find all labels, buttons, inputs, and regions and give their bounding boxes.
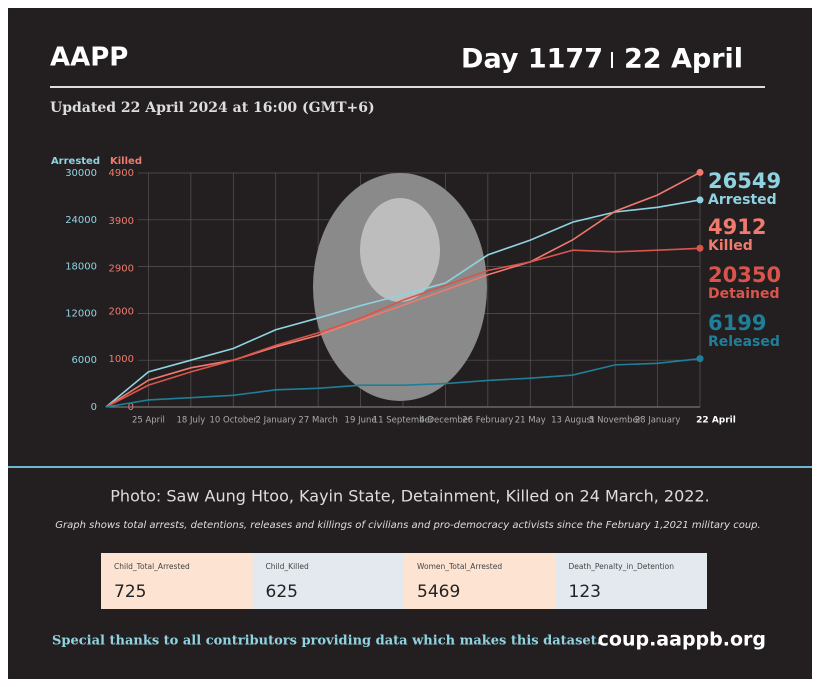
y2-tick-label: 2900 xyxy=(109,264,134,275)
end-series-label: Detained xyxy=(708,286,780,302)
stats: Child_Total_Arrested 725 Child_Killed 625 Wo… xyxy=(101,553,707,609)
y-tick-label: 18000 xyxy=(65,262,97,273)
end-value-label: 26549 xyxy=(708,169,781,193)
x-tick-label: 25 April xyxy=(132,416,165,426)
x-tick-label: 22 April xyxy=(696,416,736,426)
end-dot xyxy=(696,244,704,252)
brand: AAPP xyxy=(50,43,128,73)
y2-tick-label: 1000 xyxy=(109,354,134,365)
x-tick-label: 2 January xyxy=(256,416,296,426)
note: Graph shows total arrests, detentions, r… xyxy=(55,520,760,531)
y2-axis-title: Killed xyxy=(110,156,142,167)
photo-face xyxy=(360,198,440,302)
x-tick-label: 26 February xyxy=(462,416,513,426)
stat-label: Women_Total_Arrested xyxy=(417,562,502,571)
thanks: Special thanks to all contributors provi… xyxy=(52,634,601,649)
end-series-label: Released xyxy=(708,334,780,350)
x-tick-label: 18 July xyxy=(176,416,205,426)
stat-label: Child_Killed xyxy=(266,562,309,571)
x-tick-label: 11 September xyxy=(373,416,434,426)
x-tick-label: 19 June xyxy=(345,416,377,426)
section-rule xyxy=(8,466,812,468)
stat-card xyxy=(555,553,707,609)
header-rule xyxy=(50,86,765,88)
end-dot xyxy=(696,196,704,204)
y-tick-label: 0 xyxy=(91,402,97,413)
stat-label: Death_Penalty_in_Detention xyxy=(569,562,675,571)
day: Day 1177 xyxy=(461,44,603,75)
x-tick-label: 21 May xyxy=(515,416,546,426)
y2-tick-label: 2000 xyxy=(109,306,134,317)
x-tick-label: 27 March xyxy=(298,416,337,426)
x-tick-label: 28 January xyxy=(635,416,681,426)
grid: ArrestedKilled06000120001800024000300000… xyxy=(51,156,736,426)
end-series-label: Killed xyxy=(708,238,753,254)
y-tick-label: 12000 xyxy=(65,308,97,319)
stat-value: 725 xyxy=(114,582,146,602)
stat-label: Child_Total_Arrested xyxy=(114,562,190,571)
y2-tick-label: 4900 xyxy=(109,168,134,179)
stat-card xyxy=(252,553,404,609)
stat-value: 123 xyxy=(569,582,601,602)
y-tick-label: 6000 xyxy=(72,355,97,366)
stat-value: 5469 xyxy=(417,582,460,602)
series-line xyxy=(105,247,701,408)
date: 22 April xyxy=(624,44,743,75)
y-tick-label: 24000 xyxy=(65,215,97,226)
end-value-label: 6199 xyxy=(708,311,766,335)
series-line xyxy=(105,199,701,408)
end-value-label: 20350 xyxy=(708,263,781,287)
end-value-label: 4912 xyxy=(708,215,766,239)
x-tick-label: 5 November xyxy=(589,416,642,426)
y-axis-title: Arrested xyxy=(51,156,100,167)
y-tick-label: 30000 xyxy=(65,168,97,179)
divider xyxy=(611,52,613,68)
caption: Photo: Saw Aung Htoo, Kayin State, Detai… xyxy=(110,487,709,506)
end-series-label: Arrested xyxy=(708,192,777,208)
url: coup.aappb.org xyxy=(598,629,766,651)
x-tick-label: 10 October xyxy=(210,416,258,426)
end-dot xyxy=(696,168,704,176)
series-line xyxy=(105,171,701,408)
stat-card xyxy=(404,553,556,609)
end-dot xyxy=(696,355,704,363)
updated: Updated 22 April 2024 at 16:00 (GMT+6) xyxy=(50,100,375,116)
y2-tick-label: 3900 xyxy=(109,216,134,227)
series-line xyxy=(105,357,701,408)
stat-value: 625 xyxy=(266,582,298,602)
x-tick-label: 13 August xyxy=(551,416,595,426)
x-tick-label: 4 December xyxy=(419,416,472,426)
stat-card xyxy=(101,553,253,609)
